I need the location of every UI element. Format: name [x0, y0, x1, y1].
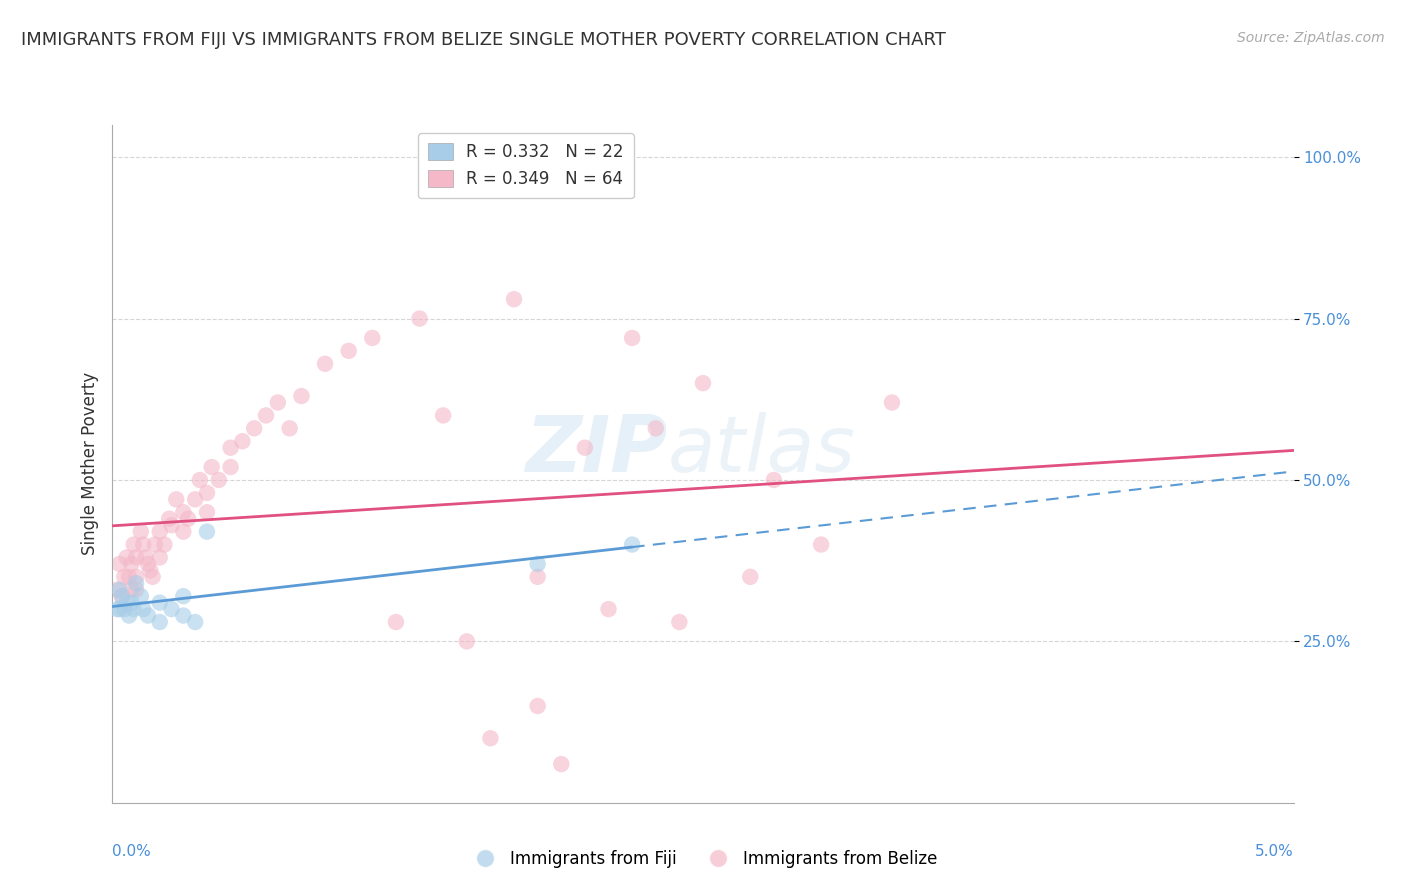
Point	[208, 473, 231, 487]
Point	[120, 557, 142, 571]
Point	[112, 602, 135, 616]
Point	[201, 460, 224, 475]
Point	[143, 537, 166, 551]
Point	[115, 550, 138, 565]
Point	[550, 757, 572, 772]
Point	[361, 331, 384, 345]
Point	[278, 421, 301, 435]
Point	[120, 582, 142, 597]
Point	[432, 409, 454, 423]
Point	[503, 292, 526, 306]
Point	[172, 524, 194, 539]
Point	[762, 473, 785, 487]
Point	[125, 582, 148, 597]
Point	[172, 589, 194, 603]
Point	[740, 570, 762, 584]
Point	[337, 343, 360, 358]
Text: Source: ZipAtlas.com: Source: ZipAtlas.com	[1237, 31, 1385, 45]
Point	[810, 537, 832, 551]
Point	[456, 634, 478, 648]
Point	[115, 596, 138, 610]
Point	[149, 615, 172, 629]
Text: atlas: atlas	[668, 412, 855, 488]
Point	[125, 570, 148, 584]
Point	[108, 582, 131, 597]
Point	[668, 615, 690, 629]
Point	[195, 486, 218, 500]
Point	[129, 524, 152, 539]
Point	[598, 602, 620, 616]
Point	[172, 505, 194, 519]
Point	[132, 537, 155, 551]
Point	[184, 615, 207, 629]
Point	[105, 602, 128, 616]
Text: IMMIGRANTS FROM FIJI VS IMMIGRANTS FROM BELIZE SINGLE MOTHER POVERTY CORRELATION: IMMIGRANTS FROM FIJI VS IMMIGRANTS FROM …	[21, 31, 946, 49]
Point	[526, 698, 548, 713]
Point	[195, 524, 218, 539]
Point	[118, 570, 141, 584]
Point	[139, 563, 162, 577]
Point	[149, 550, 172, 565]
Text: 5.0%: 5.0%	[1254, 845, 1294, 859]
Point	[142, 570, 165, 584]
Point	[136, 557, 159, 571]
Point	[108, 602, 131, 616]
Point	[112, 570, 135, 584]
Point	[111, 589, 134, 603]
Point	[314, 357, 336, 371]
Text: ZIP: ZIP	[526, 412, 668, 488]
Point	[267, 395, 290, 409]
Point	[111, 589, 134, 603]
Point	[105, 582, 128, 597]
Point	[160, 518, 183, 533]
Point	[243, 421, 266, 435]
Point	[479, 731, 502, 746]
Point	[290, 389, 312, 403]
Point	[621, 331, 644, 345]
Point	[125, 576, 148, 591]
Point	[160, 602, 183, 616]
Point	[108, 557, 131, 571]
Point	[122, 602, 145, 616]
Point	[408, 311, 430, 326]
Point	[149, 524, 172, 539]
Point	[120, 596, 142, 610]
Point	[231, 434, 253, 449]
Point	[135, 550, 157, 565]
Point	[526, 557, 548, 571]
Text: 0.0%: 0.0%	[112, 845, 152, 859]
Point	[122, 537, 145, 551]
Point	[153, 537, 176, 551]
Point	[157, 512, 180, 526]
Point	[254, 409, 277, 423]
Point	[125, 550, 148, 565]
Legend: R = 0.332   N = 22, R = 0.349   N = 64: R = 0.332 N = 22, R = 0.349 N = 64	[418, 133, 634, 198]
Point	[385, 615, 408, 629]
Legend: Immigrants from Fiji, Immigrants from Belize: Immigrants from Fiji, Immigrants from Be…	[461, 844, 945, 875]
Y-axis label: Single Mother Poverty: Single Mother Poverty	[80, 372, 98, 556]
Point	[692, 376, 714, 391]
Point	[136, 608, 159, 623]
Point	[219, 441, 242, 455]
Point	[132, 602, 155, 616]
Point	[526, 570, 548, 584]
Point	[165, 492, 187, 507]
Point	[621, 537, 644, 551]
Point	[177, 512, 200, 526]
Point	[880, 395, 903, 409]
Point	[149, 596, 172, 610]
Point	[188, 473, 211, 487]
Point	[129, 589, 152, 603]
Point	[184, 492, 207, 507]
Point	[118, 608, 141, 623]
Point	[172, 608, 194, 623]
Point	[644, 421, 666, 435]
Point	[574, 441, 596, 455]
Point	[195, 505, 218, 519]
Point	[219, 460, 242, 475]
